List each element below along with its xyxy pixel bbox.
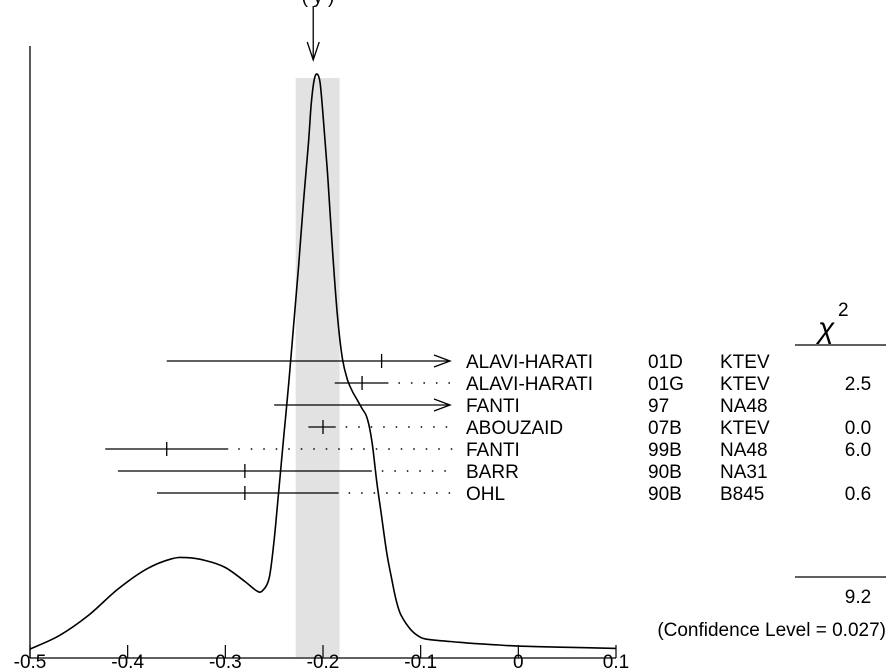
year-label: 99B xyxy=(648,440,682,461)
experiment-label: NA48 xyxy=(720,440,768,461)
x-ticks: -0.5 -0.4 -0.3 -0.2 -0.1 0 0.1 xyxy=(14,645,629,669)
experiment-label: NA31 xyxy=(720,462,768,483)
measurement-row: ABOUZAID 07B KTEV 0.0 xyxy=(308,418,871,439)
chi2-superscript: 2 xyxy=(838,300,849,321)
year-label: 07B xyxy=(648,418,682,439)
top-label-fragment: ( y ) xyxy=(302,0,335,8)
chi2-value: 0.6 xyxy=(845,484,871,505)
measurements: ALAVI-HARATI 01D KTEV ALAVI-HARATI 01G KTEV 2.… xyxy=(105,352,871,505)
x-tick-label: -0.5 xyxy=(14,652,47,669)
measurement-row: ALAVI-HARATI 01D KTEV xyxy=(166,352,770,373)
x-tick-label: 0.1 xyxy=(603,652,629,669)
chi2-value: 2.5 xyxy=(845,374,871,395)
error-bar-arrow xyxy=(433,398,452,412)
year-label: 90B xyxy=(648,484,682,505)
ideogram-curve xyxy=(29,73,617,650)
experiment-label: KTEV xyxy=(720,374,770,395)
experiment-label: KTEV xyxy=(720,352,770,373)
chi2-value: 6.0 xyxy=(845,440,871,461)
confidence-level: (Confidence Level = 0.027) xyxy=(657,620,886,641)
x-tick-label: 0 xyxy=(513,652,524,669)
average-arrow-head xyxy=(306,41,320,63)
experiment-label: KTEV xyxy=(720,418,770,439)
measurement-row: ALAVI-HARATI 01G KTEV 2.5 xyxy=(334,374,871,395)
author-label: ABOUZAID xyxy=(466,418,563,439)
year-label: 01D xyxy=(648,352,683,373)
year-label: 97 xyxy=(648,396,669,417)
author-label: ALAVI-HARATI xyxy=(466,374,593,395)
chi2-value: 0.0 xyxy=(845,418,871,439)
x-tick-label: -0.1 xyxy=(404,652,437,669)
x-tick-label: -0.3 xyxy=(209,652,242,669)
chi2-symbol: χ xyxy=(815,312,835,345)
average-band xyxy=(295,78,340,657)
measurement-row: OHL 90B B845 0.6 xyxy=(156,484,871,505)
author-label: ALAVI-HARATI xyxy=(466,352,593,373)
x-tick-label: -0.4 xyxy=(111,652,144,669)
error-bar-arrow xyxy=(433,354,452,368)
author-label: OHL xyxy=(466,484,505,505)
chi2-header: χ 2 xyxy=(795,300,886,346)
year-label: 90B xyxy=(648,462,682,483)
chi2-total: 9.2 xyxy=(845,587,871,608)
experiment-label: NA48 xyxy=(720,396,768,417)
measurement-row: FANTI 97 NA48 xyxy=(274,396,768,417)
experiment-label: B845 xyxy=(720,484,764,505)
measurement-row: BARR 90B NA31 xyxy=(117,462,768,483)
x-tick-label: -0.2 xyxy=(307,652,340,669)
author-label: FANTI xyxy=(466,440,520,461)
author-label: BARR xyxy=(466,462,519,483)
measurement-row: FANTI 99B NA48 6.0 xyxy=(105,440,871,461)
year-label: 01G xyxy=(648,374,684,395)
author-label: FANTI xyxy=(466,396,520,417)
average-arrow xyxy=(306,6,320,63)
